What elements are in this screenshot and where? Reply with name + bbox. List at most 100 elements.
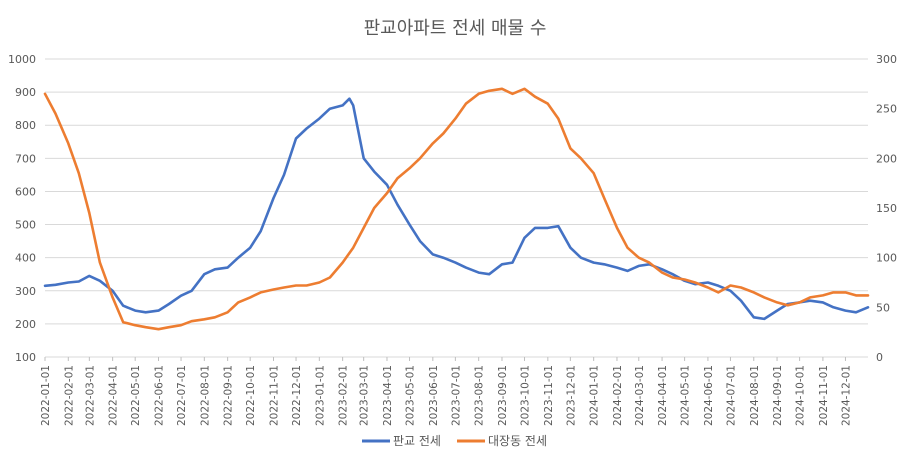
data-point (44, 93, 46, 95)
data-point (329, 276, 331, 279)
data-point (226, 311, 229, 314)
x-tick-label: 2024-10-01 (795, 365, 807, 426)
y-left-tick-label: 200 (15, 318, 36, 331)
data-point (111, 290, 114, 292)
x-tick-label: 2022-09-01 (223, 365, 235, 426)
data-point (740, 299, 742, 302)
data-point (283, 286, 285, 289)
data-point (707, 286, 709, 289)
y-left-tick-label: 900 (15, 86, 36, 99)
x-tick-label: 2024-04-01 (657, 365, 669, 426)
data-point (283, 174, 285, 176)
y-left-tick-label: 700 (15, 152, 36, 165)
data-point (67, 142, 70, 145)
data-point (501, 88, 503, 90)
x-tick-label: 2023-02-01 (338, 365, 350, 426)
data-point (707, 281, 709, 284)
data-point (661, 268, 663, 271)
data-point (419, 157, 421, 160)
data-point (465, 102, 467, 105)
x-tick-label: 2024-05-01 (680, 365, 692, 426)
data-point (396, 177, 399, 179)
data-point (249, 296, 251, 299)
data-point (348, 97, 351, 100)
x-tick-label: 2024-07-01 (725, 365, 737, 426)
x-tick-label: 2024-09-01 (772, 365, 784, 426)
data-point (557, 225, 560, 227)
data-point (442, 132, 445, 135)
data-point (180, 294, 182, 297)
data-point (54, 112, 57, 115)
data-point (626, 246, 629, 249)
legend: 판교 전세 대장동 전세 (362, 434, 547, 448)
data-point (295, 284, 297, 287)
data-point (844, 291, 847, 294)
data-point (190, 290, 193, 292)
data-point (259, 291, 262, 294)
y-left-tick-label: 400 (15, 252, 36, 265)
data-point (168, 326, 170, 329)
data-point (203, 318, 206, 321)
x-tick-label: 2024-02-01 (612, 365, 624, 426)
data-point (157, 328, 160, 331)
data-point (729, 284, 732, 287)
chart-title: 판교아파트 전세 매물 수 (364, 18, 547, 39)
data-point (408, 167, 411, 170)
data-point (362, 157, 365, 160)
y-left-tick-label: 800 (15, 119, 36, 132)
data-point (54, 284, 57, 286)
data-point (592, 172, 595, 174)
x-tick-label: 2022-03-01 (84, 365, 96, 426)
data-point (809, 296, 811, 299)
data-point (717, 285, 720, 287)
data-point (534, 95, 536, 98)
data-point (386, 184, 388, 186)
data-point (318, 281, 321, 284)
data-point (717, 291, 720, 294)
data-point (454, 261, 457, 264)
data-point (226, 266, 229, 269)
data-point (763, 296, 766, 299)
data-point (671, 276, 674, 279)
x-tick-label: 2023-03-01 (359, 365, 371, 426)
data-point (352, 104, 355, 107)
data-point (78, 280, 80, 283)
x-tick-label: 2024-03-01 (634, 365, 646, 426)
y-right-tick-label: 50 (876, 301, 890, 314)
data-point (203, 273, 206, 276)
legend-label-pangyo: 판교 전세 (393, 434, 441, 448)
data-point (122, 304, 124, 307)
data-point (592, 261, 595, 264)
data-point (534, 227, 536, 229)
y-left-tick-label: 500 (15, 219, 36, 232)
y-axis-right: 300 250 200 150 100 50 0 (876, 53, 897, 364)
series-line-pangyo (43, 97, 870, 321)
y-axis-left: 1000 900 800 700 600 500 400 300 200 100 (8, 53, 36, 364)
data-point (318, 117, 321, 120)
data-point (547, 227, 549, 229)
y-right-tick-label: 0 (876, 351, 883, 364)
data-point (432, 142, 434, 145)
x-tick-label: 2022-08-01 (199, 365, 211, 426)
data-point (603, 197, 605, 199)
y-right-tick-label: 200 (876, 152, 897, 165)
y-left-tick-label: 600 (15, 185, 36, 198)
data-point (341, 261, 344, 264)
data-point (237, 301, 239, 304)
data-point (237, 256, 239, 259)
data-point (305, 127, 308, 130)
data-point (511, 93, 514, 95)
x-tick-label: 2022-07-01 (176, 365, 188, 426)
legend-label-daejang: 대장동 전세 (488, 434, 547, 448)
data-point (408, 223, 411, 226)
data-point (44, 285, 46, 287)
data-point (488, 273, 491, 276)
data-point (465, 266, 467, 269)
data-point (822, 301, 824, 304)
x-tick-label: 2023-12-01 (565, 365, 577, 426)
series-layer (43, 87, 870, 331)
data-point (844, 309, 847, 312)
data-point (648, 261, 651, 264)
data-point (78, 172, 80, 174)
